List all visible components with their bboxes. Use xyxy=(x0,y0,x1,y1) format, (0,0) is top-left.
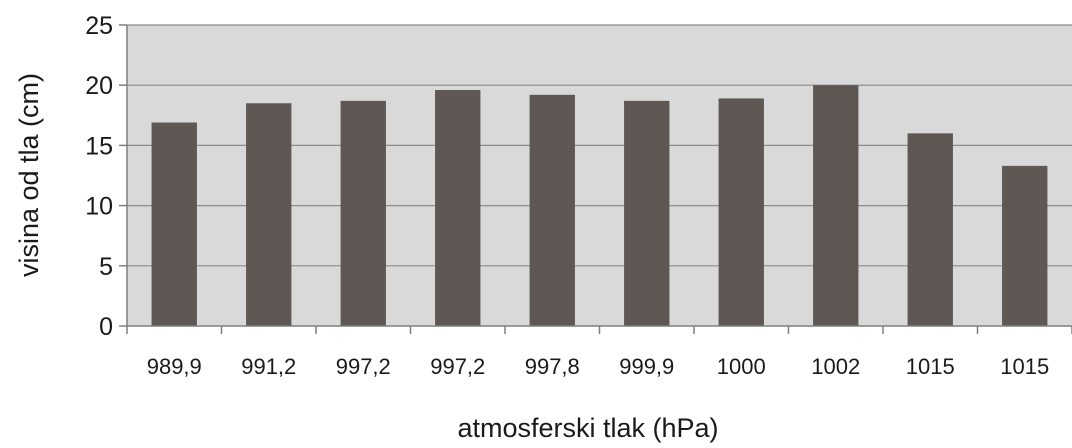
y-tick-label: 10 xyxy=(85,193,113,221)
x-axis-title: atmosferski tlak (hPa) xyxy=(457,413,718,443)
bar xyxy=(340,100,386,327)
x-tick-label: 1015 xyxy=(906,354,955,379)
x-tick-label: 991,2 xyxy=(241,354,296,379)
x-tick-label: 997,8 xyxy=(525,354,580,379)
y-axis xyxy=(119,24,128,327)
y-tick-label: 0 xyxy=(99,313,113,341)
x-tick-label: 1015 xyxy=(1000,354,1049,379)
y-tick-label: 25 xyxy=(85,12,113,40)
bars xyxy=(151,85,1048,327)
bar xyxy=(718,98,764,326)
y-tick-label: 15 xyxy=(85,132,113,160)
bar xyxy=(246,103,292,326)
bar xyxy=(907,133,953,326)
bar xyxy=(813,85,859,326)
bar xyxy=(435,90,481,327)
x-tick-label: 1000 xyxy=(717,354,766,379)
x-tick-label: 997,2 xyxy=(430,354,485,379)
bar xyxy=(1002,165,1048,326)
y-tick-labels: 0 5 10 15 20 25 xyxy=(85,12,113,341)
y-tick-label: 20 xyxy=(85,72,113,100)
bar xyxy=(151,122,197,326)
x-tick-label: 999,9 xyxy=(619,354,674,379)
bar xyxy=(529,94,575,326)
x-tick-label: 1002 xyxy=(811,354,860,379)
y-tick-label: 5 xyxy=(99,253,113,281)
x-tick-label: 989,9 xyxy=(147,354,202,379)
y-axis-title: visina od tla (cm) xyxy=(14,73,44,277)
x-axis xyxy=(126,325,1072,334)
bar xyxy=(624,100,670,327)
x-tick-labels: 989,9 991,2 997,2 997,2 997,8 999,9 1000 1002 10… xyxy=(147,354,1050,379)
x-tick-label: 997,2 xyxy=(336,354,391,379)
